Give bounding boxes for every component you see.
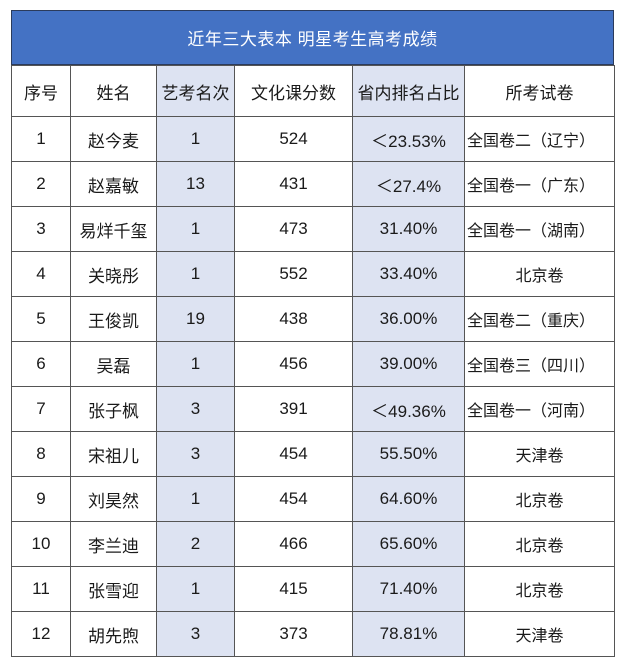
cell-name: 王俊凯 — [70, 296, 157, 342]
cell-score: 473 — [234, 206, 353, 252]
cell-score: 454 — [234, 431, 353, 477]
cell-pct: ＜23.53% — [352, 116, 465, 162]
table-row: 11 张雪迎 1 415 71.40% 北京卷 — [11, 566, 615, 612]
cell-paper: 全国卷一（广东） — [464, 161, 615, 207]
cell-pct: ＜27.4% — [352, 161, 465, 207]
header-seq: 序号 — [11, 65, 71, 117]
table-row: 2 赵嘉敏 13 431 ＜27.4% 全国卷一（广东） — [11, 161, 615, 207]
cell-art-rank: 1 — [156, 476, 235, 522]
cell-paper: 全国卷二（重庆） — [464, 296, 615, 342]
table-row: 12 胡先煦 3 373 78.81% 天津卷 — [11, 611, 615, 657]
header-pct: 省内排名占比 — [352, 65, 465, 117]
cell-art-rank: 1 — [156, 341, 235, 387]
cell-paper: 北京卷 — [464, 476, 615, 522]
cell-art-rank: 3 — [156, 386, 235, 432]
cell-score: 373 — [234, 611, 353, 657]
cell-art-rank: 3 — [156, 431, 235, 477]
cell-seq: 7 — [11, 386, 71, 432]
cell-score: 466 — [234, 521, 353, 567]
cell-seq: 10 — [11, 521, 71, 567]
cell-art-rank: 13 — [156, 161, 235, 207]
cell-seq: 11 — [11, 566, 71, 612]
cell-name: 关晓彤 — [70, 251, 157, 297]
cell-name: 赵今麦 — [70, 116, 157, 162]
header-art-rank: 艺考名次 — [156, 65, 235, 117]
cell-score: 454 — [234, 476, 353, 522]
cell-name: 刘昊然 — [70, 476, 157, 522]
cell-name: 赵嘉敏 — [70, 161, 157, 207]
cell-score: 415 — [234, 566, 353, 612]
cell-art-rank: 3 — [156, 611, 235, 657]
cell-paper: 全国卷一（河南） — [464, 386, 615, 432]
cell-paper: 北京卷 — [464, 521, 615, 567]
score-table: 序号 姓名 艺考名次 文化课分数 省内排名占比 所考试卷 1 赵今麦 1 524 ＜23… — [11, 65, 615, 657]
cell-seq: 4 — [11, 251, 71, 297]
cell-paper: 全国卷二（辽宁） — [464, 116, 615, 162]
cell-pct: 36.00% — [352, 296, 465, 342]
cell-paper: 北京卷 — [464, 251, 615, 297]
cell-pct: 33.40% — [352, 251, 465, 297]
cell-paper: 天津卷 — [464, 611, 615, 657]
cell-paper: 全国卷一（湖南） — [464, 206, 615, 252]
score-table-container: 近年三大表本 明星考生高考成绩 序号 姓名 艺考名次 文化课分数 省内排名占比 … — [11, 10, 615, 657]
cell-name: 李兰迪 — [70, 521, 157, 567]
cell-pct: 71.40% — [352, 566, 465, 612]
cell-art-rank: 19 — [156, 296, 235, 342]
cell-paper: 北京卷 — [464, 566, 615, 612]
cell-name: 宋祖儿 — [70, 431, 157, 477]
cell-pct: 65.60% — [352, 521, 465, 567]
cell-art-rank: 1 — [156, 116, 235, 162]
cell-name: 张子枫 — [70, 386, 157, 432]
table-row: 8 宋祖儿 3 454 55.50% 天津卷 — [11, 431, 615, 477]
header-name: 姓名 — [70, 65, 157, 117]
cell-pct: 39.00% — [352, 341, 465, 387]
cell-art-rank: 1 — [156, 566, 235, 612]
cell-paper: 全国卷三（四川） — [464, 341, 615, 387]
cell-pct: 78.81% — [352, 611, 465, 657]
table-row: 6 吴磊 1 456 39.00% 全国卷三（四川） — [11, 341, 615, 387]
cell-score: 524 — [234, 116, 353, 162]
cell-seq: 1 — [11, 116, 71, 162]
cell-seq: 9 — [11, 476, 71, 522]
cell-seq: 6 — [11, 341, 71, 387]
cell-name: 易烊千玺 — [70, 206, 157, 252]
table-row: 5 王俊凯 19 438 36.00% 全国卷二（重庆） — [11, 296, 615, 342]
cell-seq: 12 — [11, 611, 71, 657]
cell-pct: 31.40% — [352, 206, 465, 252]
table-row: 7 张子枫 3 391 ＜49.36% 全国卷一（河南） — [11, 386, 615, 432]
cell-art-rank: 2 — [156, 521, 235, 567]
cell-paper: 天津卷 — [464, 431, 615, 477]
cell-seq: 8 — [11, 431, 71, 477]
cell-pct: 55.50% — [352, 431, 465, 477]
cell-seq: 2 — [11, 161, 71, 207]
cell-score: 431 — [234, 161, 353, 207]
cell-score: 391 — [234, 386, 353, 432]
cell-score: 456 — [234, 341, 353, 387]
cell-seq: 3 — [11, 206, 71, 252]
cell-art-rank: 1 — [156, 206, 235, 252]
cell-name: 张雪迎 — [70, 566, 157, 612]
table-row: 1 赵今麦 1 524 ＜23.53% 全国卷二（辽宁） — [11, 116, 615, 162]
cell-score: 552 — [234, 251, 353, 297]
table-row: 10 李兰迪 2 466 65.60% 北京卷 — [11, 521, 615, 567]
header-row: 序号 姓名 艺考名次 文化课分数 省内排名占比 所考试卷 — [11, 65, 615, 117]
header-paper: 所考试卷 — [464, 65, 615, 117]
cell-score: 438 — [234, 296, 353, 342]
header-score: 文化课分数 — [234, 65, 353, 117]
cell-name: 胡先煦 — [70, 611, 157, 657]
table-row: 9 刘昊然 1 454 64.60% 北京卷 — [11, 476, 615, 522]
cell-pct: 64.60% — [352, 476, 465, 522]
cell-art-rank: 1 — [156, 251, 235, 297]
table-title: 近年三大表本 明星考生高考成绩 — [11, 10, 614, 65]
cell-seq: 5 — [11, 296, 71, 342]
cell-name: 吴磊 — [70, 341, 157, 387]
cell-pct: ＜49.36% — [352, 386, 465, 432]
table-row: 3 易烊千玺 1 473 31.40% 全国卷一（湖南） — [11, 206, 615, 252]
table-row: 4 关晓彤 1 552 33.40% 北京卷 — [11, 251, 615, 297]
